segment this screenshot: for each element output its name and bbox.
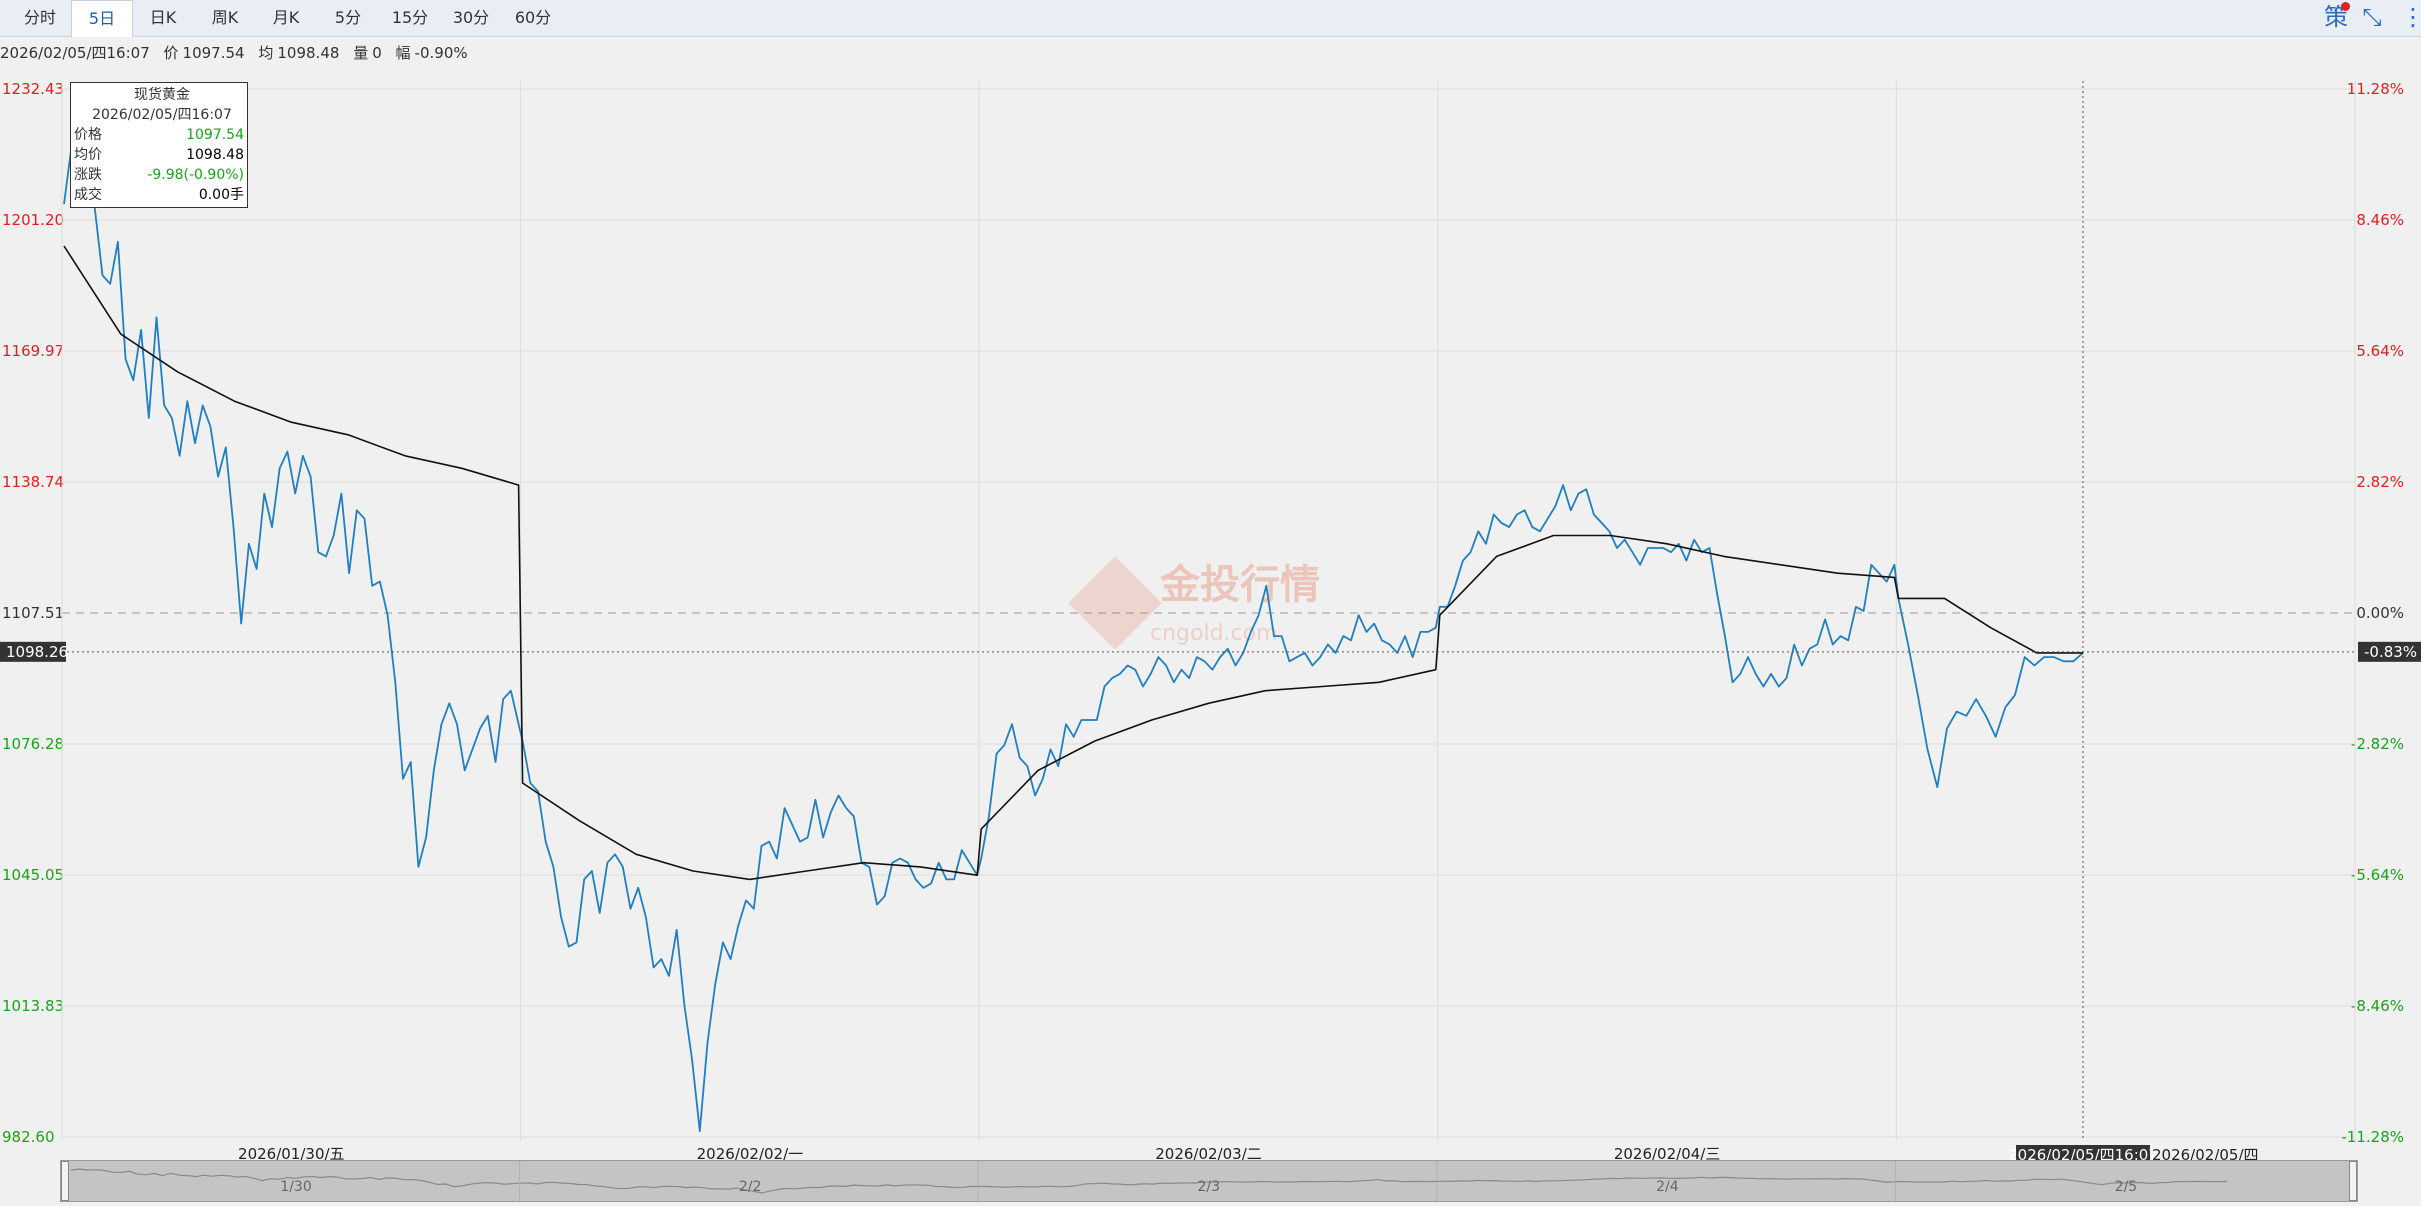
info-chg-label: 幅 [395,44,411,62]
y-tick-left: 1076.28 [2,735,64,753]
info-avg-label: 均 [258,44,274,62]
tooltip-label: 成交 [74,187,102,203]
notification-dot [2341,2,2350,11]
range-navigator[interactable]: 1/30 2/2 2/3 2/4 2/5 [60,1160,2358,1202]
y-tick-right: 8.46% [2356,211,2404,229]
navigator-line [70,1168,2228,1194]
navigator-label: 2/4 [1656,1179,1679,1195]
info-price-label: 价 [163,44,179,62]
tooltip-label: 涨跌 [74,167,102,183]
y-tick-right: -8.46% [2351,997,2404,1015]
compress-icon[interactable]: ⤡ [2362,3,2382,31]
tooltip-row-volume: 成交 0.00手 [74,185,244,205]
tooltip-label: 价格 [74,127,102,143]
y-tick-right: -2.82% [2351,735,2404,753]
info-vol-label: 量 [353,44,369,62]
navigator-label: 2/5 [2114,1179,2138,1195]
x-axis-label: 2026/01/30/五 [238,1145,345,1163]
tab-6[interactable]: 5分 [334,8,362,27]
period-tab-bar [0,0,2421,37]
y-tick-left: 1201.20 [2,211,64,229]
tab-1[interactable]: 分时 [23,8,56,27]
navigator-label: 1/30 [280,1179,312,1195]
y-tick-left: 1232.43 [2,80,64,98]
y-tick-left: 1045.05 [2,866,64,884]
info-datetime: 2026/02/05/四16:07 [0,44,150,62]
y-tick-left: 1138.74 [2,473,64,491]
y-tick-right: 5.64% [2356,342,2404,360]
watermark-subtext: cngold.com [1150,621,1278,646]
tab-3[interactable]: 日K [149,8,177,27]
y-tick-right: -11.28% [2341,1128,2404,1146]
tooltip-row-avg: 均价 1098.48 [74,145,244,165]
info-chg: -0.90% [414,44,468,62]
crosshair-pct-label: -0.83% [2364,643,2417,661]
price-tooltip: 现货黄金 2026/02/05/四16:07 价格 1097.54 均价 109… [70,82,248,208]
tab-9[interactable]: 60分 [514,8,552,27]
tooltip-row-price: 价格 1097.54 [74,125,244,145]
x-axis-label: 2026/02/04/三 [1614,1145,1721,1163]
tab-4[interactable]: 周K [211,8,239,27]
tooltip-datetime: 2026/02/05/四16:07 [92,107,232,123]
tooltip-value: -9.98(-0.90%) [147,167,244,183]
crosshair-price-tag [0,641,66,662]
x-axis-label-last: 2026/02/05/四 [2152,1146,2259,1164]
x-axis-label: 2026/02/02/一 [697,1145,804,1163]
y-tick-left: 1169.97 [2,342,64,360]
y-tick-right: 11.28% [2347,80,2404,98]
tooltip-title: 现货黄金 [134,87,190,103]
avg-price-line [63,245,2083,881]
crosshair-price-label: 1098.26 [6,643,68,661]
y-tick-right: 0.00% [2356,604,2404,622]
watermark-text: 金投行情 [1159,562,1320,608]
tab-8[interactable]: 30分 [452,8,490,27]
navigator-right-handle[interactable] [2349,1161,2357,1201]
navigator-label: 2/3 [1197,1179,1221,1195]
watermark-diamond [1068,556,1162,650]
tooltip-value: 1097.54 [186,127,244,143]
crosshair-pct-tag [2358,641,2421,662]
tab-2[interactable]: 5日 [71,0,133,37]
crosshair-time-label: 2026/02/05/四16:07 [2008,1146,2158,1164]
more-icon[interactable]: ⋮ [2401,3,2421,31]
tooltip-value: 0.00手 [198,187,244,203]
tooltip-row-change: 涨跌 -9.98(-0.90%) [74,165,244,185]
info-avg: 1098.48 [277,44,340,62]
info-price: 1097.54 [182,44,245,62]
tab-7[interactable]: 15分 [391,8,429,27]
watermark-logo [1068,556,1162,650]
price-line [63,144,2084,1132]
tooltip-label: 均价 [74,147,102,163]
y-tick-left: 1107.51 [2,604,64,622]
x-axis-label: 2026/02/03/二 [1155,1145,1262,1163]
y-tick-right: -5.64% [2351,866,2404,884]
info-vol: 0 [372,44,382,62]
navigator-sparkline [70,1161,2228,1201]
y-tick-left: 982.60 [2,1128,55,1146]
y-tick-right: 2.82% [2356,473,2404,491]
navigator-label: 2/2 [738,1179,762,1195]
navigator-left-handle[interactable] [61,1161,69,1201]
tab-5[interactable]: 月K [272,8,300,27]
tooltip-value: 1098.48 [186,147,244,163]
y-tick-left: 1013.83 [2,997,64,1015]
